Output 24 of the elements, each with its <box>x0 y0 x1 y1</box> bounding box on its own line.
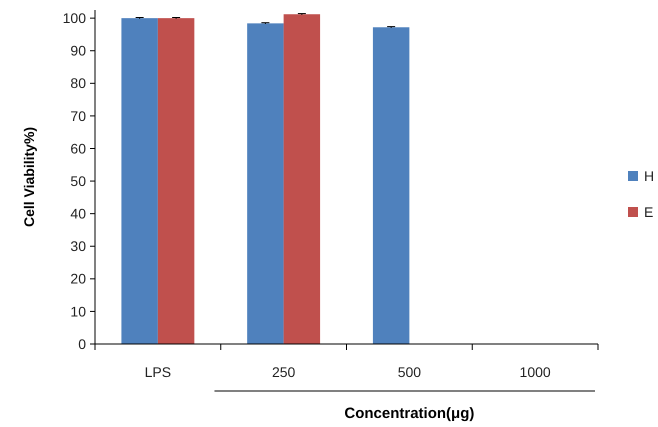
y-tick-label: 80 <box>70 75 86 92</box>
y-tick-label: 60 <box>70 140 86 156</box>
x-tick-label: 500 <box>398 364 422 380</box>
y-tick-label: 50 <box>70 172 86 189</box>
y-tick-label: 10 <box>70 303 86 320</box>
bar <box>158 18 194 344</box>
y-tick-label: 30 <box>70 238 86 254</box>
bar <box>247 23 284 344</box>
y-tick-label: 20 <box>70 270 86 287</box>
y-tick-label: 0 <box>78 336 86 352</box>
x-axis-title: Concentration(μg) <box>344 405 474 422</box>
x-tick-label: LPS <box>144 364 172 380</box>
bar <box>284 14 320 344</box>
legend-label: H <box>644 168 654 184</box>
x-tick-label: 1000 <box>520 364 551 380</box>
legend-label: E <box>644 204 654 220</box>
y-tick-label: 100 <box>62 10 86 26</box>
y-tick-label: 40 <box>70 206 86 222</box>
bar <box>121 18 158 344</box>
y-axis-title: Cell Viability%) <box>21 126 37 228</box>
bar <box>372 27 410 344</box>
x-tick-label: 250 <box>272 364 296 380</box>
y-tick-label: 70 <box>70 108 86 124</box>
y-tick-label: 90 <box>70 42 86 59</box>
